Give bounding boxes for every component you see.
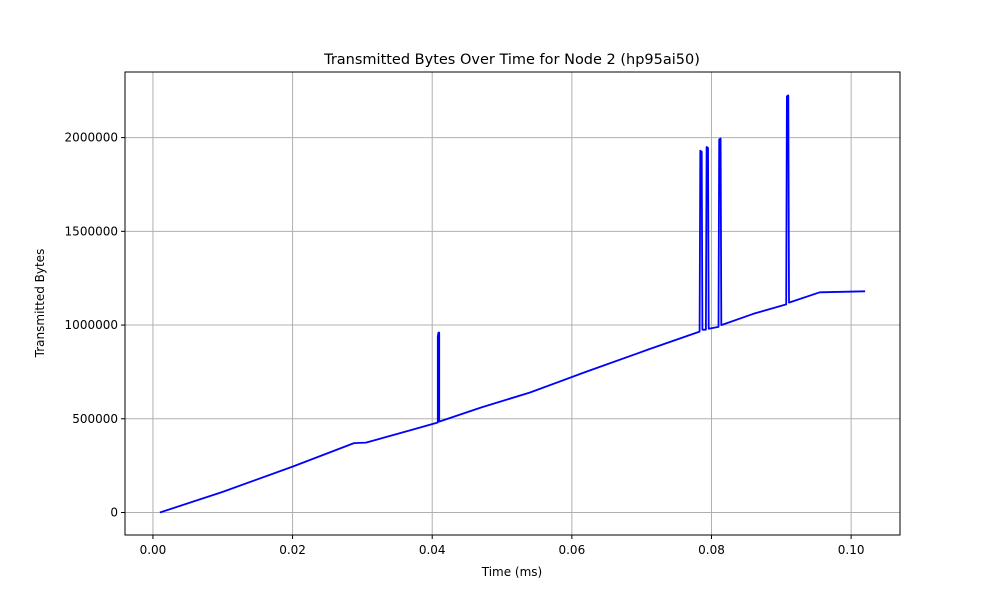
series-line — [159, 94, 866, 514]
tick-layer: 0.00 0.02 0.04 0.06 0.08 0.10 0 500000 1000000 15… — [65, 131, 865, 557]
x-axis-label: Time (ms) — [481, 565, 543, 579]
chart-title: Transmitted Bytes Over Time for Node 2 (… — [323, 52, 700, 68]
y-axis-label: Transmitted Bytes — [33, 249, 47, 359]
plot-frame — [124, 71, 901, 536]
y-tick-label: 1000000 — [65, 318, 118, 332]
y-tick-label: 0 — [110, 506, 118, 520]
x-tick-label: 0.08 — [698, 543, 725, 557]
x-tick-label: 0.10 — [838, 543, 865, 557]
x-tick-label: 0.00 — [140, 543, 167, 557]
y-tick-label: 1500000 — [65, 224, 118, 238]
x-tick-label: 0.06 — [558, 543, 585, 557]
grid-layer — [125, 72, 900, 535]
line-layer — [159, 94, 866, 514]
y-tick-label: 2000000 — [65, 131, 118, 145]
x-tick-label: 0.02 — [279, 543, 306, 557]
y-tick-label: 500000 — [72, 412, 118, 426]
x-tick-label: 0.04 — [419, 543, 446, 557]
